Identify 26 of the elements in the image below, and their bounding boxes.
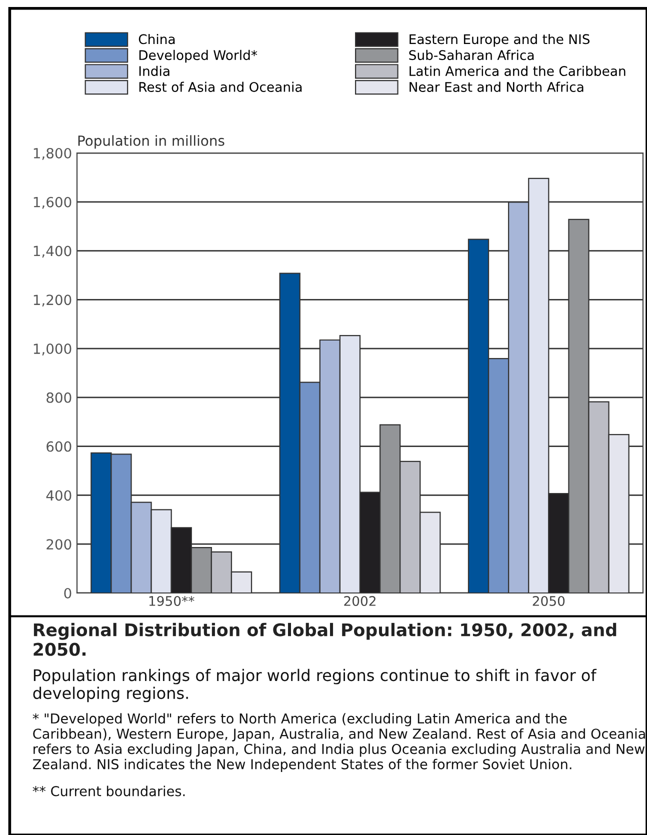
y-tick-label: 1,800 [34, 148, 72, 160]
y-tick-label: 1,000 [34, 344, 72, 356]
y-tick-label: 400 [46, 490, 72, 501]
y-axis-title: Population in millions [78, 135, 224, 149]
legend-label: Developed World* [139, 50, 258, 63]
x-tick-label: 1950** [149, 596, 194, 606]
y-tick-label: 0 [64, 588, 72, 598]
legend-label: Near East and North Africa [410, 82, 584, 92]
text: Population rankings of major world regions continue to shift in favor of developing regions. [33, 668, 597, 702]
text: ** Current boundaries. [32, 786, 185, 796]
y-tick-label: 200 [46, 539, 72, 550]
legend-label: Latin America and the Caribbean [410, 66, 626, 76]
x-tick-label: 2050 [532, 596, 565, 606]
text: * "Developed World" refers to North America (excluding Latin America and the Caribbean), Western Europe, Japan, Australia, and New Zealand. Rest of Asia and Oceania refers to Asia excluding Japan, China, and India plus Oceania excluding Australia and New Zealand. NIS indicates the New Independent States of the former Soviet Union. [32, 713, 645, 772]
y-tick-label: 1,600 [34, 196, 72, 209]
legend-label: Sub-Saharan Africa [409, 50, 534, 60]
y-tick-label: 800 [46, 392, 72, 403]
legend-label: Rest of Asia and Oceania [139, 82, 302, 92]
legend-label: India [139, 66, 170, 76]
y-tick-label: 1,400 [34, 246, 72, 258]
y-tick-label: 600 [46, 441, 72, 452]
legend-label: Eastern Europe and the NIS [410, 34, 590, 47]
x-tick-label: 2002 [344, 596, 376, 606]
text: Regional Distribution of Global Population: 1950, 2002, and 2050. [34, 622, 616, 656]
legend-label: China [138, 34, 175, 44]
y-tick-label: 1,200 [34, 294, 72, 307]
